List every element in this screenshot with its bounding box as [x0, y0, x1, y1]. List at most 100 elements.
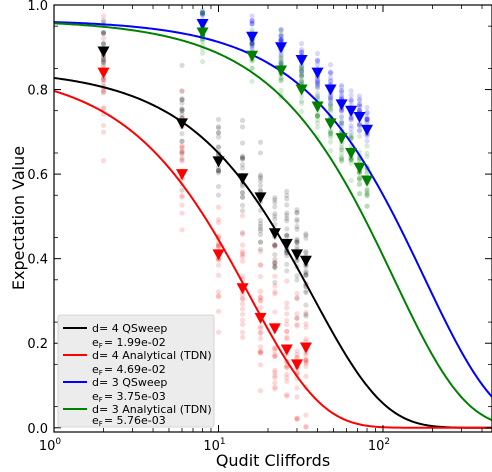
sample-point — [258, 183, 263, 188]
y-tick-label: 0.8 — [27, 84, 48, 99]
sample-point — [101, 36, 106, 41]
sample-point — [299, 99, 304, 104]
sample-point — [249, 18, 254, 23]
y-axis-label: Expectation Value — [9, 146, 28, 290]
y-tick-label: 0.6 — [27, 168, 48, 183]
sample-point — [240, 118, 245, 123]
sample-point — [101, 30, 106, 35]
sample-point — [315, 59, 320, 64]
sample-point — [284, 232, 289, 237]
sample-point — [278, 53, 283, 58]
sample-point — [179, 143, 184, 148]
sample-point — [303, 425, 308, 430]
sample-point — [101, 13, 106, 18]
sample-point — [240, 213, 245, 218]
sample-point — [357, 134, 362, 139]
sample-point — [101, 158, 106, 163]
sample-point — [284, 268, 289, 273]
sample-point — [240, 259, 245, 264]
sample-point — [258, 140, 263, 145]
sample-point — [249, 65, 254, 70]
sample-point — [179, 138, 184, 143]
sample-point — [364, 143, 369, 148]
sample-point — [240, 335, 245, 340]
sample-point — [258, 249, 263, 254]
sample-point — [364, 117, 369, 122]
legend-label-d4-qsweep: d= 4 QSweep — [92, 322, 167, 335]
sample-point — [258, 350, 263, 355]
sample-point — [216, 124, 221, 129]
sample-point — [284, 329, 289, 334]
sample-point — [258, 326, 263, 331]
sample-point — [284, 311, 289, 316]
sample-point — [216, 184, 221, 189]
sample-point — [328, 62, 333, 67]
sample-point — [258, 289, 263, 294]
sample-point — [364, 189, 369, 194]
sample-point — [303, 358, 308, 363]
sample-point — [272, 243, 277, 248]
sample-point — [258, 172, 263, 177]
sample-point — [258, 336, 263, 341]
sample-point — [284, 322, 289, 327]
sample-point — [284, 392, 289, 397]
x-axis-label: Qudit Cliffords — [216, 451, 330, 470]
sample-point — [258, 262, 263, 267]
sample-point — [216, 217, 221, 222]
sample-point — [179, 88, 184, 93]
sample-point — [258, 305, 263, 310]
sample-point — [339, 115, 344, 120]
sample-point — [328, 107, 333, 112]
sample-point — [272, 204, 277, 209]
sample-point — [278, 37, 283, 42]
sample-point — [240, 203, 245, 208]
sample-point — [349, 178, 354, 183]
sample-point — [294, 352, 299, 357]
sample-point — [258, 331, 263, 336]
sample-point — [272, 197, 277, 202]
sample-point — [284, 300, 289, 305]
sample-point — [179, 97, 184, 102]
sample-point — [258, 240, 263, 245]
sample-point — [315, 125, 320, 130]
sample-point — [101, 123, 106, 128]
sample-point — [294, 224, 299, 229]
sample-point — [328, 97, 333, 102]
sample-point — [349, 117, 354, 122]
sample-point — [303, 290, 308, 295]
sample-point — [249, 79, 254, 84]
sample-point — [240, 297, 245, 302]
sample-point — [272, 260, 277, 265]
sample-point — [272, 348, 277, 353]
sample-point — [258, 298, 263, 303]
sample-point — [179, 203, 184, 208]
sample-point — [339, 145, 344, 150]
sample-point — [349, 98, 354, 103]
sample-point — [240, 312, 245, 317]
sample-point — [357, 175, 362, 180]
sample-point — [216, 330, 221, 335]
sample-point — [364, 203, 369, 208]
sample-point — [299, 41, 304, 46]
sample-point — [216, 170, 221, 175]
sample-point — [364, 105, 369, 110]
sample-point — [294, 237, 299, 242]
sample-point — [294, 273, 299, 278]
sample-point — [272, 289, 277, 294]
legend-error-d4-analytical: eF= 4.69e-02 — [92, 363, 166, 377]
sample-point — [303, 250, 308, 255]
sample-point — [364, 151, 369, 156]
sample-point — [240, 190, 245, 195]
sample-point — [284, 218, 289, 223]
sample-point — [339, 121, 344, 126]
sample-point — [278, 32, 283, 37]
sample-point — [303, 310, 308, 315]
sample-point — [179, 107, 184, 112]
sample-point — [101, 105, 106, 110]
y-tick-label: 1.0 — [27, 0, 48, 14]
sample-point — [216, 117, 221, 122]
sample-point — [284, 213, 289, 218]
sample-point — [315, 51, 320, 56]
sample-point — [284, 278, 289, 283]
sample-point — [349, 133, 354, 138]
